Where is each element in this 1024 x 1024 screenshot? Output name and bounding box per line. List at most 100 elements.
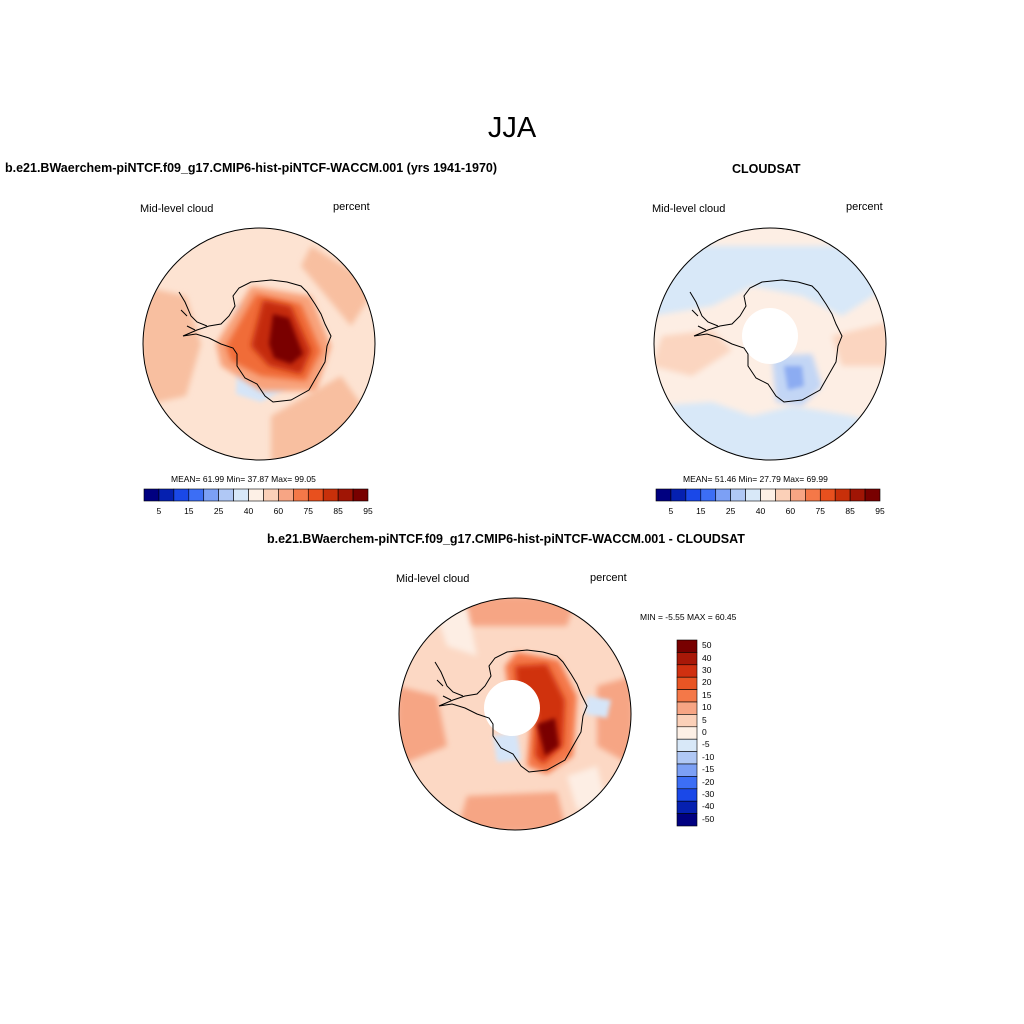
obs-colorbar-box (700, 488, 717, 502)
diff-field-ring-east (597, 676, 631, 766)
model-colorbar-tick-label: 85 (333, 506, 343, 516)
model-colorbar-box (188, 488, 205, 502)
diff-colorbar-tick-label: 15 (702, 689, 712, 700)
obs-colorbar-box (670, 488, 687, 502)
diff-field-ring-north (457, 598, 577, 626)
obs-colorbar-tick-label: 40 (755, 506, 766, 516)
obs-colorbar-tick-label: 85 (845, 506, 855, 516)
diff-colorbar-tick-label: 0 (702, 727, 707, 737)
obs-missing-pole (742, 308, 798, 364)
model-polar-map (142, 227, 376, 461)
model-units-label: percent (333, 201, 370, 213)
obs-colorbar-tick-label: 5 (668, 506, 674, 516)
model-colorbar-tick-label: 15 (184, 506, 194, 516)
diff-colorbar-tick-label: -10 (702, 751, 715, 762)
diff-variable-label: Mid-level cloud (396, 573, 470, 585)
diff-colorbar-box (676, 652, 698, 666)
model-variable-label: Mid-level cloud (140, 203, 214, 215)
diff-colorbar-tick-label: 30 (702, 665, 712, 675)
diff-colorbar-box (676, 664, 698, 678)
model-colorbar-box (173, 488, 190, 502)
diff-colorbar-box (676, 800, 698, 814)
diff-colorbar-tick-label: 10 (702, 702, 712, 713)
obs-colorbar-box (849, 488, 866, 502)
diff-colorbar-tick-label: 50 (702, 640, 712, 651)
model-colorbar-tick-label: 60 (273, 506, 284, 516)
model-colorbar-box (278, 488, 294, 502)
model-colorbar-box (322, 488, 339, 502)
diff-colorbar-tick-label: -50 (702, 813, 715, 824)
obs-stats: MEAN= 51.46 Min= 27.79 Max= 69.99 (683, 474, 828, 484)
obs-antarctica-coast (693, 279, 843, 403)
model-colorbar-tick-label: 95 (363, 506, 373, 516)
obs-colorbar-tick-label: 60 (785, 506, 796, 516)
model-colorbar-box (337, 488, 354, 502)
diff-colorbar-box (676, 714, 698, 728)
obs-colorbar-box (775, 488, 791, 502)
obs-variable-label: Mid-level cloud (652, 203, 726, 215)
diff-polar-map (398, 597, 632, 831)
obs-panel-title: CLOUDSAT (732, 162, 801, 176)
diff-units-label: percent (590, 572, 627, 584)
obs-colorbar-box (745, 488, 761, 502)
obs-colorbar-box (655, 488, 672, 502)
model-colorbar-tick-label: 40 (243, 506, 254, 516)
diff-colorbar-box (676, 751, 698, 765)
diff-field-blue-east (585, 696, 611, 718)
diff-colorbar-box (676, 776, 698, 790)
obs-colorbar-box (790, 488, 806, 502)
diff-field-blue (493, 732, 521, 762)
model-colorbar-box (352, 488, 369, 502)
model-colorbar-box (263, 488, 279, 502)
obs-colorbar-tick-label: 15 (696, 506, 706, 516)
obs-field-peach-2 (832, 322, 886, 366)
obs-field-blue-dark (784, 366, 804, 390)
diff-colorbar-tick-label: -20 (702, 776, 715, 787)
obs-polar-map (653, 227, 887, 461)
model-colorbar-box (218, 488, 234, 502)
diff-missing-pole (484, 680, 540, 736)
obs-colorbar (655, 488, 881, 502)
obs-colorbar-box (864, 488, 881, 502)
diff-colorbar-tick-label: 20 (702, 677, 712, 688)
diff-colorbar-box (676, 763, 698, 777)
model-map-border (142, 227, 376, 461)
model-antarctica-coast (182, 279, 332, 403)
model-panel-title: b.e21.BWaerchem-piNTCF.f09_g17.CMIP6-his… (5, 161, 498, 175)
diff-colorbar-box (676, 813, 698, 827)
diff-colorbar-box (676, 676, 698, 690)
figure-title: JJA (487, 112, 537, 144)
obs-peninsula-coast (689, 291, 719, 331)
obs-colorbar-box (760, 488, 776, 502)
model-colorbar-tick-label: 25 (213, 506, 224, 516)
model-colorbar-tick-label: 5 (156, 506, 162, 516)
diff-antarctica-coast (438, 649, 588, 773)
diff-field-darkred (537, 718, 559, 756)
obs-colorbar-box (730, 488, 746, 502)
diff-map-border (398, 597, 632, 831)
model-colorbar-box (158, 488, 175, 502)
diff-colorbar-tick-label: -40 (702, 801, 715, 812)
model-field-ring-northeast (301, 246, 375, 326)
model-colorbar-box (248, 488, 264, 502)
obs-colorbar-box (715, 488, 731, 502)
diff-panel-title: b.e21.BWaerchem-piNTCF.f09_g17.CMIP6-his… (267, 532, 745, 546)
diff-field-ring-south (457, 792, 567, 830)
model-colorbar-box (143, 488, 160, 502)
diff-colorbar-box (676, 738, 698, 752)
model-field-ring-west (143, 286, 201, 406)
model-colorbar-box (233, 488, 249, 502)
model-field-darkred (269, 314, 303, 364)
diff-colorbar-tick-label: -15 (702, 764, 715, 775)
diff-colorbar-box (676, 788, 698, 802)
diff-colorbar (676, 639, 698, 827)
diff-colorbar-tick-label: 40 (702, 652, 712, 663)
model-colorbar (143, 488, 369, 502)
diff-colorbar-box (676, 701, 698, 715)
diff-colorbar-box (676, 726, 698, 740)
obs-colorbar-box (834, 488, 851, 502)
diff-colorbar-tick-label: -5 (702, 739, 710, 750)
diff-colorbar-box (676, 639, 698, 653)
diff-colorbar-box (676, 689, 698, 703)
diff-colorbar-tick-label: -30 (702, 789, 715, 799)
